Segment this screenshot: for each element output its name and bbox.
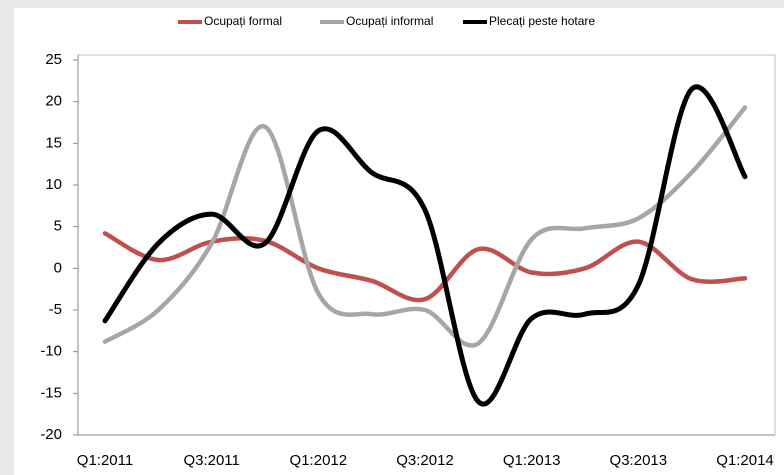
y-tick-label: -15 bbox=[40, 384, 62, 401]
legend-label: Ocupați informal bbox=[346, 14, 433, 28]
y-tick-label: 5 bbox=[54, 218, 62, 235]
y-tick-label: -5 bbox=[49, 301, 62, 318]
y-tick-label: -10 bbox=[40, 343, 62, 360]
legend-label: Plecați peste hotare bbox=[489, 14, 595, 28]
line-series bbox=[102, 84, 748, 407]
x-tick-label: Q1:2014 bbox=[716, 452, 774, 469]
x-tick-label: Q1:2012 bbox=[290, 452, 348, 469]
line-series bbox=[102, 105, 748, 348]
x-tick-label: Q3:2012 bbox=[396, 452, 454, 469]
x-tick-label: Q3:2013 bbox=[610, 452, 668, 469]
y-tick-label: 20 bbox=[45, 93, 62, 110]
x-tick-label: Q1:2013 bbox=[503, 452, 561, 469]
y-tick-label: 15 bbox=[45, 134, 62, 151]
x-tick-label: Q1:2011 bbox=[77, 452, 133, 469]
legend-label: Ocupați formal bbox=[204, 14, 282, 28]
y-tick-label: 25 bbox=[45, 51, 62, 68]
y-tick-label: -20 bbox=[40, 426, 62, 443]
y-tick-label: 0 bbox=[54, 259, 62, 276]
x-tick-label: Q3:2011 bbox=[183, 452, 239, 469]
y-tick-label: 10 bbox=[45, 176, 62, 193]
chart-frame bbox=[14, 8, 784, 475]
